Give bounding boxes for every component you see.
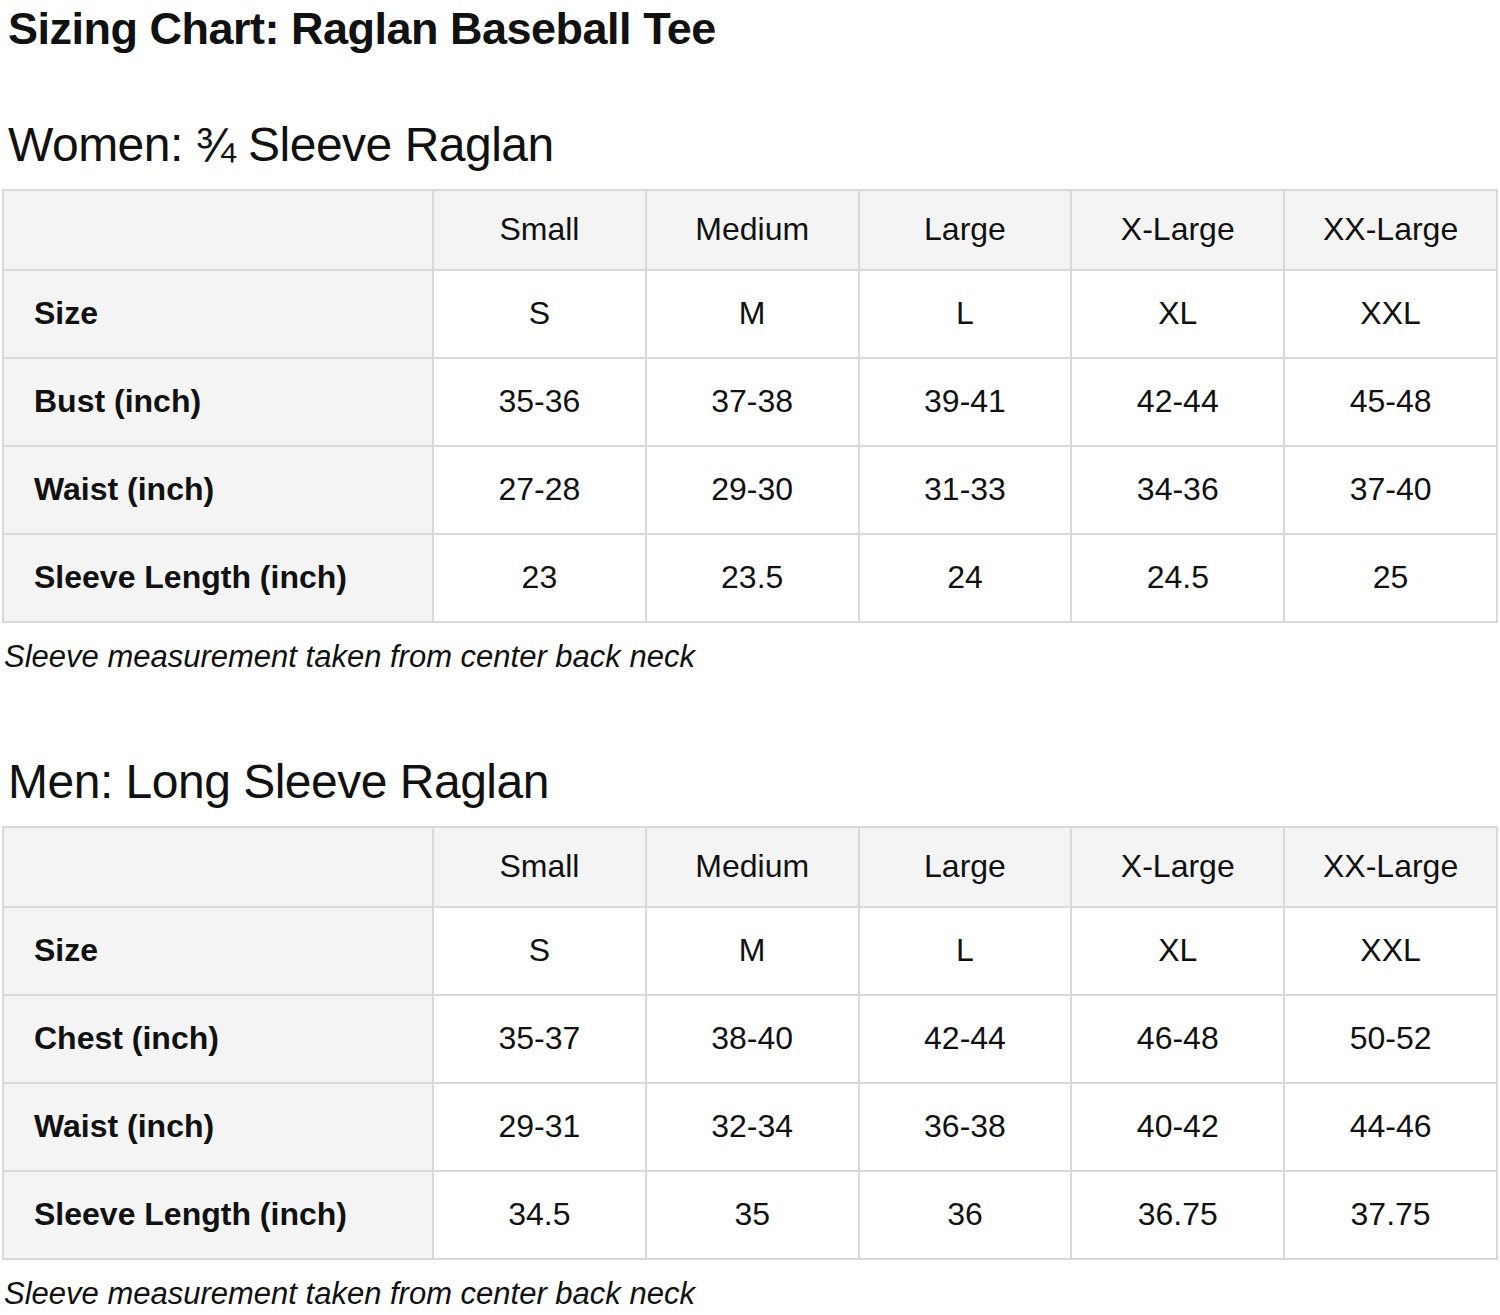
sizing-chart-page: Sizing Chart: Raglan Baseball Tee Women:… xyxy=(0,4,1500,1312)
value-cell: 24.5 xyxy=(1071,534,1284,622)
value-cell: 46-48 xyxy=(1071,995,1284,1083)
section-men: Men: Long Sleeve Raglan SmallMediumLarge… xyxy=(0,755,1500,1312)
column-header-cell: Small xyxy=(433,827,646,907)
column-header-cell: XX-Large xyxy=(1284,827,1497,907)
value-cell: XXL xyxy=(1284,270,1497,358)
corner-cell xyxy=(3,190,433,270)
value-cell: 34.5 xyxy=(433,1171,646,1259)
value-cell: 32-34 xyxy=(646,1083,859,1171)
section-women-heading: Women: ¾ Sleeve Raglan xyxy=(8,118,1500,171)
value-cell: 37.75 xyxy=(1284,1171,1497,1259)
table-row: SizeSMLXLXXL xyxy=(3,270,1497,358)
value-cell: M xyxy=(646,907,859,995)
value-cell: 36-38 xyxy=(859,1083,1072,1171)
column-header-cell: X-Large xyxy=(1071,190,1284,270)
value-cell: XXL xyxy=(1284,907,1497,995)
value-cell: 42-44 xyxy=(1071,358,1284,446)
value-cell: 29-30 xyxy=(646,446,859,534)
value-cell: 40-42 xyxy=(1071,1083,1284,1171)
row-label-cell: Size xyxy=(3,270,433,358)
row-label-cell: Chest (inch) xyxy=(3,995,433,1083)
value-cell: 23.5 xyxy=(646,534,859,622)
row-label-cell: Waist (inch) xyxy=(3,446,433,534)
value-cell: L xyxy=(859,907,1072,995)
value-cell: 25 xyxy=(1284,534,1497,622)
value-cell: 44-46 xyxy=(1284,1083,1497,1171)
value-cell: 23 xyxy=(433,534,646,622)
table-row: Waist (inch)27-2829-3031-3334-3637-40 xyxy=(3,446,1497,534)
women-sleeve-measurement-note: Sleeve measurement taken from center bac… xyxy=(4,639,1500,675)
value-cell: 35-36 xyxy=(433,358,646,446)
value-cell: XL xyxy=(1071,270,1284,358)
column-header-cell: Small xyxy=(433,190,646,270)
value-cell: XL xyxy=(1071,907,1284,995)
value-cell: L xyxy=(859,270,1072,358)
column-header-cell: XX-Large xyxy=(1284,190,1497,270)
value-cell: 36.75 xyxy=(1071,1171,1284,1259)
page-title: Sizing Chart: Raglan Baseball Tee xyxy=(8,4,1500,54)
column-header-cell: Medium xyxy=(646,190,859,270)
value-cell: 24 xyxy=(859,534,1072,622)
table-row: Bust (inch)35-3637-3839-4142-4445-48 xyxy=(3,358,1497,446)
table-row: Sleeve Length (inch)2323.52424.525 xyxy=(3,534,1497,622)
table-row: Waist (inch)29-3132-3436-3840-4244-46 xyxy=(3,1083,1497,1171)
table-row: SizeSMLXLXXL xyxy=(3,907,1497,995)
table-row: Chest (inch)35-3738-4042-4446-4850-52 xyxy=(3,995,1497,1083)
row-label-cell: Waist (inch) xyxy=(3,1083,433,1171)
row-label-cell: Size xyxy=(3,907,433,995)
value-cell: S xyxy=(433,270,646,358)
value-cell: 42-44 xyxy=(859,995,1072,1083)
column-header-row: SmallMediumLargeX-LargeXX-Large xyxy=(3,190,1497,270)
row-label-cell: Sleeve Length (inch) xyxy=(3,534,433,622)
value-cell: 45-48 xyxy=(1284,358,1497,446)
column-header-cell: Medium xyxy=(646,827,859,907)
value-cell: S xyxy=(433,907,646,995)
value-cell: 27-28 xyxy=(433,446,646,534)
column-header-row: SmallMediumLargeX-LargeXX-Large xyxy=(3,827,1497,907)
column-header-cell: X-Large xyxy=(1071,827,1284,907)
value-cell: 38-40 xyxy=(646,995,859,1083)
value-cell: 50-52 xyxy=(1284,995,1497,1083)
section-men-heading: Men: Long Sleeve Raglan xyxy=(8,755,1500,808)
value-cell: 29-31 xyxy=(433,1083,646,1171)
value-cell: 35 xyxy=(646,1171,859,1259)
women-sizing-table: SmallMediumLargeX-LargeXX-LargeSizeSMLXL… xyxy=(2,189,1498,623)
value-cell: M xyxy=(646,270,859,358)
row-label-cell: Sleeve Length (inch) xyxy=(3,1171,433,1259)
value-cell: 31-33 xyxy=(859,446,1072,534)
row-label-cell: Bust (inch) xyxy=(3,358,433,446)
column-header-cell: Large xyxy=(859,827,1072,907)
value-cell: 37-40 xyxy=(1284,446,1497,534)
section-women: Women: ¾ Sleeve Raglan SmallMediumLargeX… xyxy=(0,118,1500,675)
value-cell: 35-37 xyxy=(433,995,646,1083)
value-cell: 36 xyxy=(859,1171,1072,1259)
men-sizing-table: SmallMediumLargeX-LargeXX-LargeSizeSMLXL… xyxy=(2,826,1498,1260)
table-row: Sleeve Length (inch)34.5353636.7537.75 xyxy=(3,1171,1497,1259)
value-cell: 34-36 xyxy=(1071,446,1284,534)
men-sleeve-measurement-note: Sleeve measurement taken from center bac… xyxy=(4,1276,1500,1312)
column-header-cell: Large xyxy=(859,190,1072,270)
value-cell: 37-38 xyxy=(646,358,859,446)
corner-cell xyxy=(3,827,433,907)
value-cell: 39-41 xyxy=(859,358,1072,446)
